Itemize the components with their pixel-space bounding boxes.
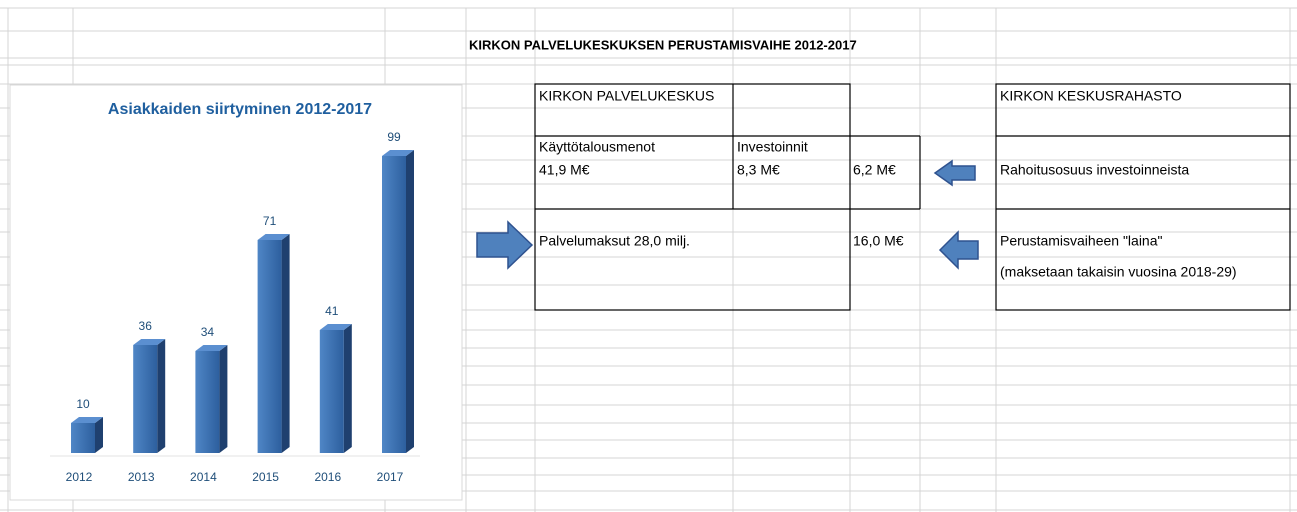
cell-text: 8,3 M€ [737,162,780,178]
cell-text: Investoinnit [737,139,808,155]
bar [195,351,220,453]
arrow-left [933,159,976,187]
bar-side [406,150,414,453]
bar [133,345,158,453]
value-label: 41 [325,304,339,318]
value-label: 10 [76,397,90,411]
bar [319,330,344,453]
table-box [534,83,851,311]
x-tick-label: 2014 [190,470,217,484]
chart-title: Asiakkaiden siirtyminen 2012-2017 [108,101,372,118]
bar [382,156,406,453]
bar-top [71,417,103,423]
arrow-right [476,220,534,270]
cell-text: (maksetaan takaisin vuosina 2018-29) [1000,264,1237,280]
cell-text: 6,2 M€ [853,162,896,178]
x-tick-label: 2015 [252,470,279,484]
cell-text: Käyttötalousmenot [539,139,655,155]
bar [71,423,95,453]
bar-top [382,150,414,156]
arrow-left [938,230,979,270]
cell-text: KIRKON KESKUSRAHASTO [1000,88,1182,104]
table-box [995,83,1291,311]
cell-text: Rahoitusosuus investoinneista [1000,162,1189,178]
bar [257,240,282,453]
bar-side [281,234,290,453]
x-tick-label: 2012 [66,470,93,484]
bar-top [319,324,352,330]
bar-side [157,339,166,453]
cell-text: Perustamisvaiheen "laina" [1000,233,1163,249]
cell-text: Palvelumaksut 28,0 milj. [539,233,690,249]
cell-text: 41,9 M€ [539,162,590,178]
value-label: 36 [139,319,153,333]
bar-side [219,345,228,453]
bar-top [257,234,290,240]
cell-text: KIRKON PALVELUKESKUS [539,88,714,104]
bar-top [133,339,166,345]
bar-side [95,417,103,453]
x-tick-label: 2017 [377,470,404,484]
sheet-title: KIRKON PALVELUKESKUKSEN PERUSTAMISVAIHE … [469,37,857,52]
bar-side [343,324,352,453]
x-tick-label: 2016 [314,470,341,484]
cell-text: 16,0 M€ [853,233,904,249]
value-label: 34 [201,325,215,339]
value-label: 71 [263,214,277,228]
x-tick-label: 2013 [128,470,155,484]
bar-top [195,345,228,351]
value-label: 99 [387,130,401,144]
